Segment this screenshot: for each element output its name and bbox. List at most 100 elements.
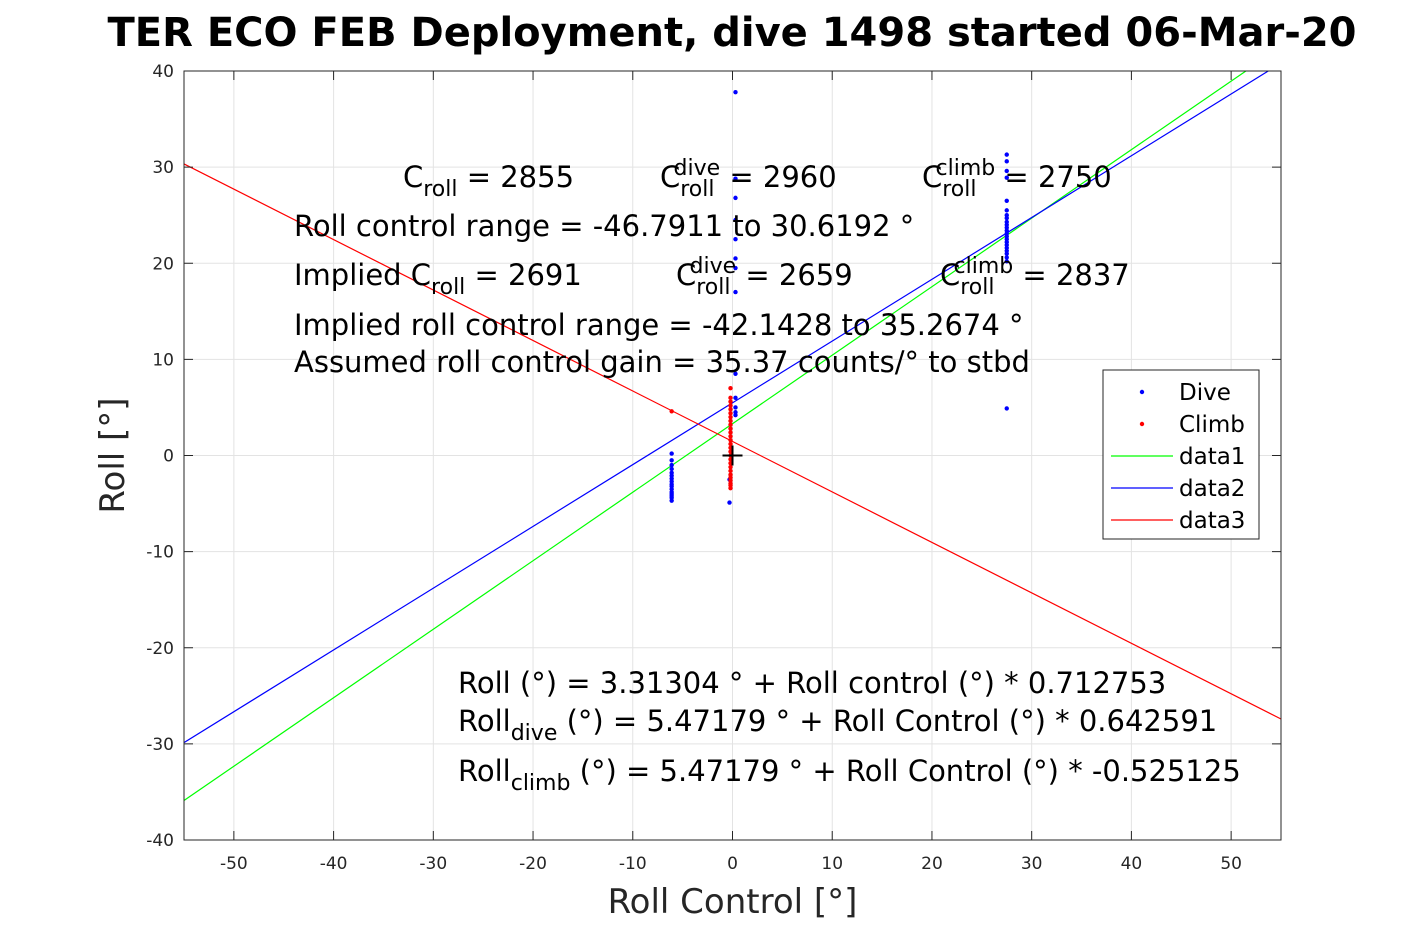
annotation-part: climb (936, 156, 996, 181)
point-dive (733, 256, 738, 261)
point-dive (669, 451, 674, 456)
point-dive (727, 500, 732, 505)
annotation-part: = 2960 (720, 160, 837, 194)
point-climb (728, 407, 733, 412)
point-climb (728, 441, 733, 447)
point-climb (728, 414, 733, 420)
point-dive (733, 237, 738, 242)
point-climb (728, 468, 733, 474)
legend-label-climb: Climb (1179, 412, 1245, 438)
y-tick-label: 40 (152, 62, 174, 82)
x-tick-label: 30 (1021, 854, 1043, 874)
annotations-layer: Croll = 2855 Crolldive = 2960 Crollclimb =… (294, 156, 1241, 796)
annotation-part: = 2750 (995, 160, 1112, 194)
point-climb (728, 411, 733, 416)
series-line-data3 (184, 163, 1281, 720)
point-climb (728, 418, 733, 424)
annotation-part: roll (423, 177, 457, 202)
y-tick-label: -40 (146, 831, 174, 851)
legend-box (1102, 369, 1260, 540)
point-dive (733, 395, 738, 401)
point-dive (1004, 159, 1009, 164)
x-tick-label: -20 (519, 854, 547, 874)
annotation-part: Roll (°) = 3.31304 ° + Roll control (°) … (458, 666, 1166, 700)
annotation-1: Croll = 2855 (403, 160, 574, 202)
point-dive (1004, 251, 1009, 256)
annotation-part: Implied roll control range = -42.1428 to… (294, 308, 1024, 342)
point-climb (728, 434, 733, 439)
point-climb (728, 437, 733, 443)
annotation-part: roll (942, 177, 976, 202)
annotation-part: dive (674, 156, 721, 181)
annotation-part: dive (690, 254, 737, 279)
x-tick-label: 0 (727, 854, 738, 874)
x-tick-label: -30 (419, 854, 447, 874)
y-tick-label: 10 (152, 350, 174, 370)
x-tick-label: -10 (619, 854, 647, 874)
annotation-part: (°) = 5.47179 ° + Roll Control (°) * -0.… (570, 754, 1240, 788)
x-tick-label: 10 (821, 854, 843, 874)
point-climb (728, 399, 733, 404)
annotation-part: roll (431, 275, 465, 300)
annotation-part: roll (696, 275, 730, 300)
annotation-part: C (922, 160, 942, 194)
point-climb (728, 422, 733, 427)
annotation-part: Roll (458, 704, 511, 738)
legend-label-data1: data1 (1179, 444, 1245, 470)
annotation-part: Roll control range = -46.7911 to 30.6192… (294, 209, 914, 243)
annotation-11: Rolldive (°) = 5.47179 ° + Roll Control … (458, 704, 1217, 746)
point-dive (733, 289, 738, 295)
annotation-part: = 2659 (736, 258, 853, 292)
annotation-part: climb (954, 254, 1014, 279)
annotation-part: = 2855 (458, 160, 575, 194)
point-climb (728, 403, 733, 408)
point-dive (733, 217, 738, 223)
legend-label-dive: Dive (1179, 380, 1231, 406)
annotation-part: Implied C (294, 258, 431, 292)
series-line-data2 (184, 71, 1270, 744)
chart-title: TER ECO FEB Deployment, dive 1498 starte… (107, 10, 1356, 56)
point-climb (728, 395, 733, 401)
axes-layer: -50 -40 -30 -20 -10 0 10 20 30 40 50 -40 -30 -20 -10 0 1… (146, 62, 1282, 874)
annotation-part: = 2691 (465, 258, 582, 292)
point-dive (1004, 208, 1009, 213)
x-tick-label: 50 (1220, 854, 1242, 874)
point-climb (728, 386, 733, 391)
point-dive (669, 462, 674, 468)
point-dive (1004, 175, 1009, 180)
point-dive (733, 89, 738, 95)
annotation-part: = 2837 (1013, 258, 1130, 292)
point-climb (669, 409, 674, 414)
legend: Dive Climb data1 data2 data3 (1102, 369, 1260, 540)
y-tick-label: 0 (163, 447, 174, 467)
y-tick-label: -30 (146, 735, 174, 755)
point-dive (1004, 198, 1009, 203)
annotation-part: C (940, 258, 960, 292)
annotation-10: Roll (°) = 3.31304 ° + Roll control (°) … (458, 666, 1166, 700)
point-dive (733, 412, 738, 418)
point-dive (733, 195, 738, 201)
point-climb (728, 426, 733, 431)
legend-label-data3: data3 (1179, 508, 1245, 534)
point-dive (733, 371, 738, 376)
x-axis-label: Roll Control [°] (608, 882, 858, 922)
point-dive (1004, 255, 1009, 260)
annotation-6: Crolldive = 2659 (676, 254, 853, 300)
point-climb (728, 464, 733, 470)
annotation-7: Crollclimb = 2837 (940, 254, 1130, 300)
annotation-part: Assumed roll control gain = 35.37 counts… (294, 345, 1030, 379)
x-tick-label: 20 (921, 854, 943, 874)
point-dive (1004, 152, 1009, 157)
legend-marker-dive (1139, 389, 1145, 395)
annotation-part: Roll (458, 754, 511, 788)
annotation-part: C (403, 160, 423, 194)
fit-lines-layer (184, 71, 1281, 801)
annotation-part: dive (511, 721, 558, 746)
annotation-part: C (660, 160, 680, 194)
point-dive (1004, 168, 1009, 174)
y-tick-label: -20 (146, 639, 174, 659)
point-climb (728, 430, 733, 435)
point-dive (733, 265, 738, 271)
